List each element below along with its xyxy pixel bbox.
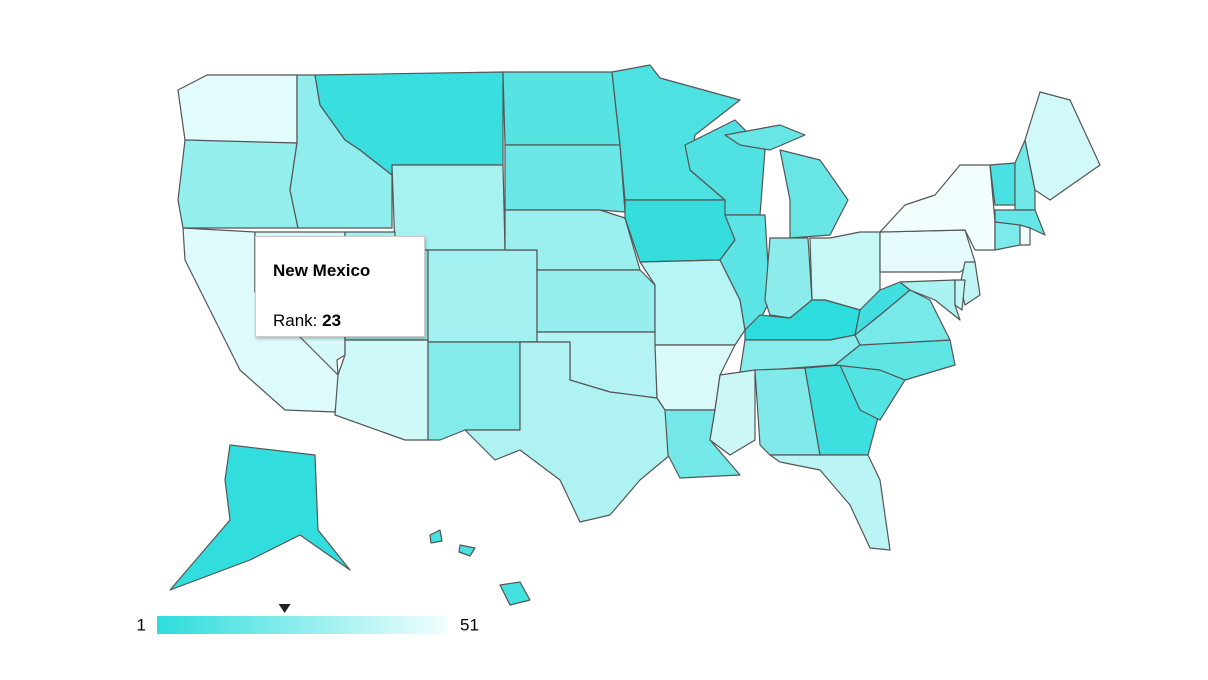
state-region [769,454,891,551]
state-region [624,199,736,263]
state-region [429,529,531,606]
tooltip-value: 23 [322,311,342,330]
tooltip: New Mexico Rank: 23 [255,236,425,337]
state-region [169,444,351,591]
state-region [879,164,996,251]
state-region [1019,224,1031,246]
state-region [809,231,881,311]
state-region [989,162,1016,206]
state-region [427,249,538,343]
state-region [334,339,429,441]
state-region [464,341,671,523]
state-region [427,341,521,441]
legend-gradient [157,616,447,634]
state-region [994,221,1021,251]
state-region [724,124,849,239]
state-region [177,74,298,144]
tooltip-line: Rank: 23 [273,311,341,331]
tooltip-label: Rank: [273,311,318,330]
state-region [1014,139,1036,211]
state-region [502,71,621,146]
state-region [536,269,656,333]
state-region [954,279,966,311]
state-region [177,139,299,229]
tooltip-title: New Mexico [273,261,371,280]
legend-max: 51 [460,615,479,634]
state-region [804,364,881,456]
legend-min: 1 [137,615,146,634]
state-region [994,209,1046,236]
state-region [504,144,626,213]
state-region [879,229,976,273]
legend-indicator [278,604,291,613]
state-region [1024,91,1101,201]
